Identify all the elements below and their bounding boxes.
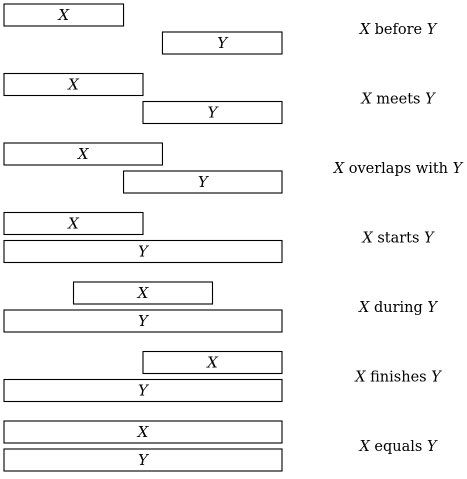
interval-bar-label-y: Y xyxy=(217,34,229,52)
relation-word: meets xyxy=(376,92,420,108)
relation-during: XYX during Y xyxy=(3,281,438,333)
relation-var-x: X xyxy=(361,231,373,247)
relation-overlaps-with: XYX overlaps with Y xyxy=(3,142,464,194)
relation-label: X finishes Y xyxy=(354,370,442,386)
interval-bar-label-y: Y xyxy=(138,243,150,261)
relation-word: finishes xyxy=(370,370,426,386)
interval-bar-label-x: X xyxy=(137,423,150,441)
interval-bar-x xyxy=(3,211,144,236)
relation-var-y: Y xyxy=(427,300,438,316)
interval-bar-label-x: X xyxy=(77,145,90,163)
relation-label: X meets Y xyxy=(360,92,436,108)
interval-bar-y xyxy=(161,31,283,55)
interval-bar-label-y: Y xyxy=(138,312,150,330)
relation-label: X before Y xyxy=(359,22,438,38)
interval-bar-label-x: X xyxy=(67,76,80,94)
relation-word: starts xyxy=(377,231,419,247)
interval-bar-y xyxy=(122,170,283,194)
interval-bar-label-x: X xyxy=(57,6,70,24)
interval-bar-x xyxy=(3,3,125,27)
relation-var-y: Y xyxy=(427,22,438,38)
relation-label: X equals Y xyxy=(358,439,437,455)
relation-label: X during Y xyxy=(358,300,438,316)
relation-finishes: XYX finishes Y xyxy=(3,350,442,403)
relation-label: X overlaps with Y xyxy=(333,161,464,177)
interval-bar-y xyxy=(3,309,283,333)
interval-bar-label-x: X xyxy=(206,354,219,372)
relation-word: before xyxy=(375,22,422,38)
interval-bar-label-x: X xyxy=(137,284,150,302)
relation-label: X starts Y xyxy=(361,231,435,247)
relation-var-x: X xyxy=(358,300,370,316)
interval-bar-label-x: X xyxy=(67,215,80,233)
relation-var-x: X xyxy=(359,22,371,38)
interval-bar-x xyxy=(3,420,283,444)
interval-bar-y xyxy=(142,100,283,125)
relation-word: equals xyxy=(374,439,422,455)
relation-var-y: Y xyxy=(453,161,464,177)
interval-bar-y xyxy=(3,378,283,403)
relation-var-y: Y xyxy=(431,370,442,386)
interval-bar-label-y: Y xyxy=(198,173,210,191)
interval-bar-label-y: Y xyxy=(208,104,220,122)
relation-var-x: X xyxy=(360,92,372,108)
interval-bar-x xyxy=(142,350,283,375)
interval-bar-label-y: Y xyxy=(138,382,150,400)
interval-bar-y xyxy=(3,239,283,264)
relation-var-y: Y xyxy=(425,92,436,108)
relation-starts: XYX starts Y xyxy=(3,211,435,264)
relation-word: overlaps with xyxy=(349,161,448,177)
relation-var-y: Y xyxy=(424,231,435,247)
relation-word: during xyxy=(374,300,423,316)
relation-meets: XYX meets Y xyxy=(3,72,436,125)
interval-bar-label-y: Y xyxy=(138,451,150,469)
interval-bar-x xyxy=(72,281,214,305)
relation-before: XYX before Y xyxy=(3,3,438,55)
relation-var-x: X xyxy=(354,370,366,386)
relation-var-x: X xyxy=(333,161,345,177)
relation-var-x: X xyxy=(358,439,370,455)
relation-var-y: Y xyxy=(427,439,438,455)
interval-bar-x xyxy=(3,72,144,97)
interval-bar-y xyxy=(3,448,283,472)
relation-equals: XYX equals Y xyxy=(3,420,438,472)
interval-bar-x xyxy=(3,142,164,166)
